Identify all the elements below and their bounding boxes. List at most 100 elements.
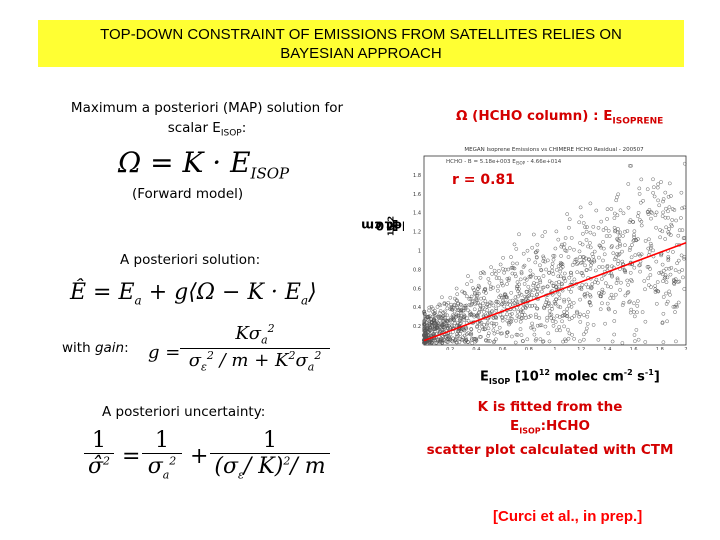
scatter-point: [448, 295, 453, 300]
scatter-point: [623, 268, 627, 273]
scatter-point: [597, 265, 602, 269]
scatter-point: [666, 194, 671, 199]
scatter-point: [512, 242, 517, 247]
scatter-point: [601, 228, 606, 232]
scatter-point: [639, 223, 644, 228]
scatter-point: [545, 304, 550, 309]
scatter-point: [584, 256, 588, 261]
scatter-point: [462, 290, 467, 295]
scatter-point: [501, 255, 505, 260]
scatter-point: [525, 295, 529, 300]
scatter-point: [658, 235, 662, 240]
scatter-point: [588, 293, 592, 297]
scatter-point: [455, 305, 459, 310]
scatter-point: [507, 276, 512, 281]
scatter-point: [492, 268, 497, 273]
gain-den-text: σ: [188, 349, 201, 371]
scatter-point: [521, 298, 526, 303]
x-tick-label: 1.6: [630, 347, 638, 350]
scatter-point: [547, 279, 552, 284]
scatter-point: [423, 328, 428, 333]
scatter-point: [539, 289, 544, 294]
gain-numerator-sup: 2: [267, 322, 275, 335]
scatter-point: [489, 301, 494, 305]
scatter-point: [660, 272, 665, 277]
scatter-point: [630, 243, 634, 247]
scatter-point: [427, 308, 431, 313]
scatter-point: [435, 305, 440, 309]
scatter-point: [488, 311, 492, 315]
scatter-point: [647, 237, 651, 242]
scatter-point: [522, 263, 527, 268]
scatter-point: [470, 299, 475, 304]
scatter-point: [579, 271, 584, 275]
scatter-point: [515, 261, 519, 266]
scatter-point: [589, 285, 594, 290]
xlabel-sub: ISOP: [488, 376, 511, 386]
scatter-point: [596, 225, 601, 230]
scatter-point: [537, 316, 542, 320]
scatter-point: [522, 282, 527, 286]
scatter-point: [500, 301, 505, 306]
scatter-point: [454, 298, 459, 302]
scatter-point: [621, 300, 626, 305]
scatter-point: [600, 265, 605, 269]
scatter-point: [458, 315, 463, 320]
scatter-point: [572, 247, 576, 252]
scatter-point: [547, 301, 551, 305]
x-tick-label: 1.2: [577, 347, 585, 350]
scatter-point: [559, 261, 564, 266]
scatter-point: [521, 251, 526, 256]
scatter-point: [438, 337, 443, 342]
scatter-point: [426, 329, 431, 334]
scatter-point: [443, 313, 448, 317]
scatter-point: [502, 270, 506, 275]
scatter-point: [546, 331, 551, 336]
scatter-point: [504, 334, 509, 338]
scatter-point: [590, 252, 595, 256]
scatter-point: [539, 268, 544, 273]
scatter-point: [661, 340, 666, 345]
scatter-point: [575, 270, 580, 275]
y-tick-label: 1.6: [413, 192, 421, 198]
xlabel-prefix: E: [480, 369, 489, 385]
unc-frac-3-num: 1: [210, 428, 330, 454]
scatter-point: [557, 325, 562, 329]
scatter-point: [473, 339, 478, 344]
scatter-point: [512, 307, 517, 312]
scatter-point: [615, 278, 620, 282]
scatter-point: [551, 257, 556, 262]
scatter-point: [661, 268, 666, 273]
scatter-point: [560, 242, 564, 247]
scatter-point: [527, 289, 532, 294]
scatter-point: [425, 317, 430, 322]
scatter-point: [547, 309, 552, 313]
scatter-point: [561, 339, 565, 344]
scatter-point: [430, 314, 435, 319]
scatter-point: [498, 331, 503, 336]
scatter-point: [618, 288, 622, 292]
scatter-point: [431, 322, 436, 327]
scatter-point: [474, 296, 479, 300]
scatter-point: [545, 315, 550, 320]
scatter-point: [469, 338, 474, 343]
scatter-point: [476, 283, 481, 288]
scatter-point: [669, 222, 674, 227]
scatter-point: [469, 279, 474, 283]
scatter-point: [657, 203, 662, 208]
scatter-point: [578, 205, 583, 210]
scatter-point: [607, 234, 612, 238]
scatter-point: [628, 245, 633, 250]
scatter-point: [422, 309, 426, 314]
scatter-point: [444, 302, 449, 307]
gain-lhs: g =: [148, 342, 181, 363]
scatter-point: [469, 313, 474, 318]
scatter-point: [501, 295, 506, 300]
scatter-point: [646, 212, 651, 216]
y-tick-label: 1.2: [413, 230, 421, 236]
scatter-point: [594, 208, 599, 213]
map-heading: Maximum a posteriori (MAP) solution for …: [42, 98, 372, 144]
scatter-point: [455, 305, 460, 310]
scatter-point: [575, 310, 579, 315]
scatter-point: [605, 264, 610, 268]
